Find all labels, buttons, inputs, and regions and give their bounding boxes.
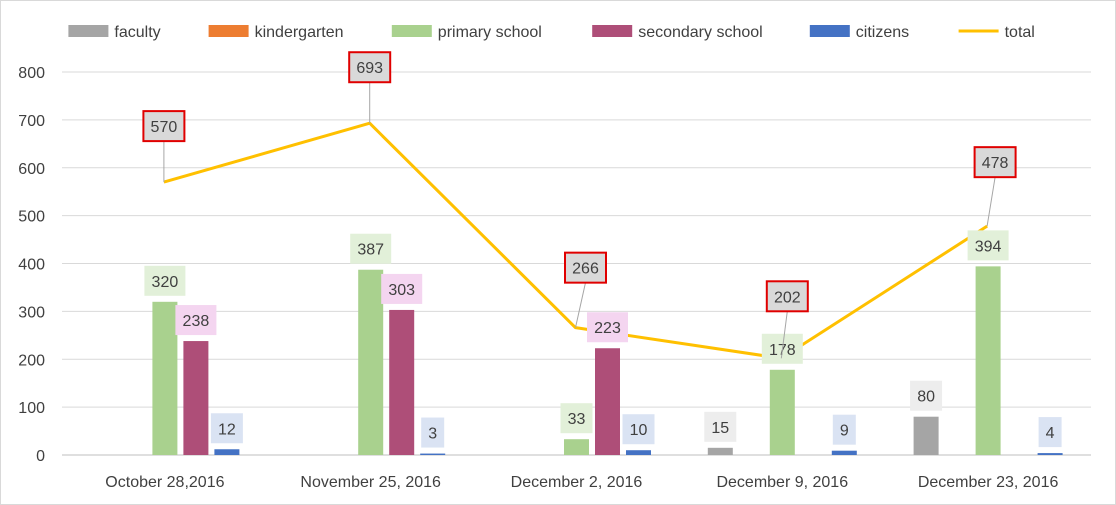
y-tick-label-500: 500 — [18, 209, 45, 226]
line-series — [163, 121, 988, 360]
legend-label-kindergarten: kindergarten — [255, 24, 344, 41]
legend-label-citizens: citizens — [856, 24, 909, 41]
x-tick-label-2: December 2, 2016 — [511, 474, 643, 491]
y-tick-label-0: 0 — [36, 448, 45, 465]
legend-marker-secondary-school — [592, 25, 633, 37]
bar-faculty-4 — [913, 416, 939, 455]
data-label-box-citizens-3 — [832, 414, 856, 445]
x-tick-label-3: December 9, 2016 — [716, 474, 848, 491]
legend-label-total: total — [1005, 24, 1035, 41]
data-label-secondary-school-0: 238 — [183, 313, 210, 330]
y-axis-tick-labels: 0 100 200 300 400 500 600 700 800 — [18, 65, 45, 465]
data-label-citizens-0: 12 — [218, 421, 236, 438]
data-label-box-secondary-school-1 — [381, 273, 423, 304]
bar-citizens-2 — [626, 450, 651, 455]
callout-label-total-0: 570 — [151, 119, 178, 136]
data-label-box-citizens-2 — [622, 414, 655, 445]
data-label-box-primary-school-2 — [560, 403, 593, 434]
bar-primary-school-2 — [564, 439, 589, 455]
line-total — [163, 121, 988, 360]
data-label-box-faculty-3 — [704, 411, 737, 442]
y-tick-label-400: 400 — [18, 257, 45, 274]
data-label-primary-school-4: 394 — [975, 238, 1002, 255]
callout-box-total-1 — [348, 51, 392, 84]
data-label-box-citizens-0 — [210, 413, 243, 444]
callout-label-total-4: 478 — [982, 155, 1009, 172]
bar-citizens-4 — [1037, 453, 1063, 455]
legend-marker-primary-school — [391, 25, 432, 37]
bar-primary-school-0 — [152, 301, 178, 455]
callout-box-total-4 — [973, 146, 1017, 179]
data-label-secondary-school-1: 303 — [388, 282, 415, 299]
data-label-box-primary-school-4 — [967, 230, 1009, 261]
data-label-box-secondary-school-2 — [587, 312, 628, 343]
callout-box-total-2 — [564, 251, 607, 284]
bar-faculty-3 — [707, 447, 733, 455]
data-label-box-secondary-school-0 — [175, 305, 217, 336]
bars — [152, 266, 1063, 455]
data-label-faculty-4: 80 — [917, 389, 935, 406]
legend-marker-kindergarten — [208, 25, 249, 37]
legend-label-faculty: faculty — [114, 24, 160, 41]
data-label-box-primary-school-0 — [144, 265, 186, 296]
data-label-citizens-4: 4 — [1046, 425, 1055, 442]
data-label-citizens-1: 3 — [428, 426, 437, 443]
bar-secondary-school-2 — [595, 348, 620, 455]
x-tick-label-4: December 23, 2016 — [918, 474, 1059, 491]
data-label-citizens-2: 10 — [630, 422, 648, 439]
data-label-citizens-3: 9 — [840, 423, 849, 440]
bar-citizens-3 — [831, 450, 857, 455]
bar-citizens-0 — [214, 449, 240, 455]
legend-marker-citizens — [809, 25, 850, 37]
callout-leader-2 — [575, 282, 586, 328]
data-label-faculty-3: 15 — [711, 420, 729, 437]
y-tick-label-300: 300 — [18, 304, 45, 321]
legend-marker-faculty — [68, 25, 109, 37]
legend-label-secondary-school: secondary school — [638, 24, 763, 41]
data-label-box-faculty-4 — [910, 380, 943, 411]
data-label-primary-school-2: 33 — [568, 411, 586, 428]
y-tick-label-800: 800 — [18, 65, 45, 82]
callout-box-total-3 — [765, 280, 809, 313]
y-tick-label-200: 200 — [18, 352, 45, 369]
data-label-secondary-school-2: 223 — [594, 320, 621, 337]
bar-secondary-school-0 — [183, 341, 209, 455]
y-tick-label-600: 600 — [18, 161, 45, 178]
callouts: 570 693 266 202 478 — [142, 51, 1017, 359]
bar-secondary-school-1 — [389, 309, 415, 455]
bar-primary-school-3 — [769, 369, 795, 455]
data-label-box-citizens-4 — [1038, 417, 1062, 448]
callout-box-total-0 — [142, 110, 186, 143]
callout-label-total-2: 266 — [572, 261, 599, 278]
data-label-box-citizens-1 — [421, 417, 445, 448]
legend: faculty kindergarten primary school seconda… — [68, 24, 1035, 41]
bar-primary-school-4 — [975, 266, 1001, 455]
bar-citizens-1 — [420, 453, 446, 455]
data-label-box-primary-school-1 — [350, 233, 392, 264]
data-label-primary-school-0: 320 — [152, 274, 179, 291]
x-tick-label-0: October 28,2016 — [105, 474, 224, 491]
callout-leader-4 — [986, 177, 996, 227]
legend-label-primary-school: primary school — [438, 24, 542, 41]
x-tick-label-1: November 25, 2016 — [300, 474, 441, 491]
callout-label-total-1: 693 — [356, 60, 383, 77]
y-tick-label-700: 700 — [18, 113, 45, 130]
callout-leader-3 — [780, 311, 788, 359]
y-tick-label-100: 100 — [18, 400, 45, 417]
bar-primary-school-1 — [358, 269, 384, 455]
x-axis-tick-labels: October 28,2016 November 25, 2016 December… — [105, 474, 1058, 491]
callout-label-total-3: 202 — [774, 289, 801, 306]
data-label-primary-school-1: 387 — [357, 242, 384, 259]
